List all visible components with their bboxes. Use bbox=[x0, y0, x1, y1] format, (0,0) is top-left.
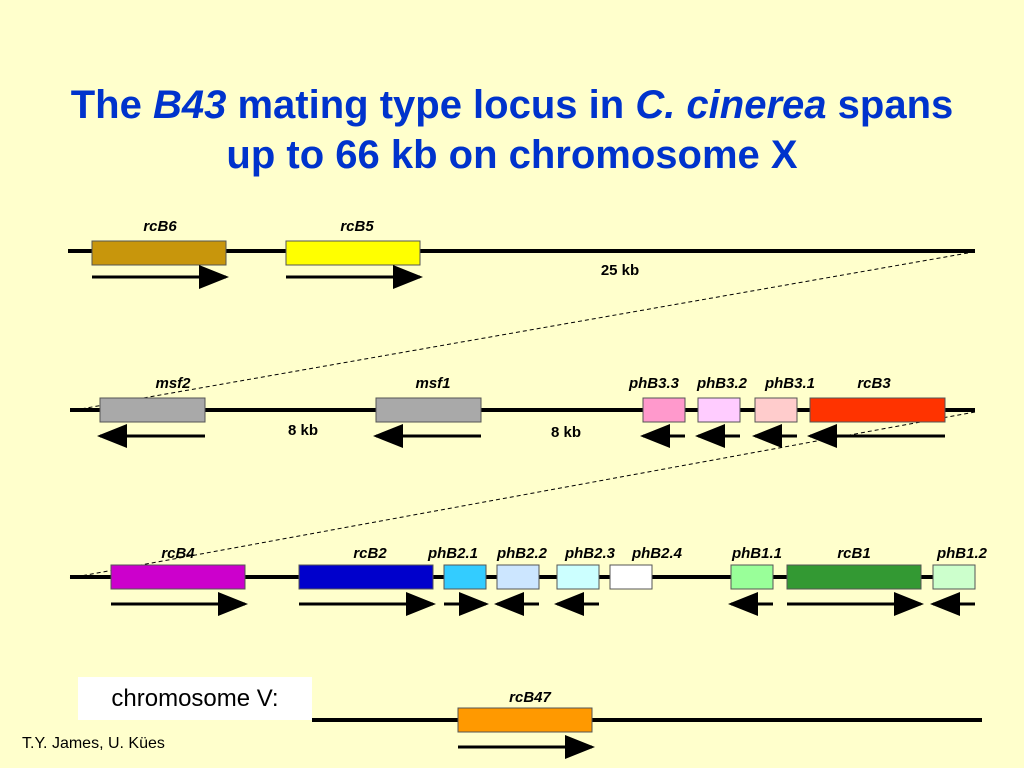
distance-label: 25 kb bbox=[601, 262, 639, 279]
zoom-line bbox=[69, 411, 976, 579]
gene-box bbox=[642, 397, 686, 423]
title-text: C. cinerea bbox=[635, 83, 827, 127]
gene-box bbox=[298, 564, 434, 590]
gene-box bbox=[110, 564, 246, 590]
distance-label: 8 kb bbox=[551, 424, 581, 441]
gene-label: rcB3 bbox=[857, 375, 891, 392]
gene-box bbox=[730, 564, 774, 590]
gene-box bbox=[932, 564, 976, 590]
gene-label: msf2 bbox=[155, 375, 191, 392]
gene-label: rcB5 bbox=[340, 218, 374, 235]
distance-label: 8 kb bbox=[288, 422, 318, 439]
gene-label: msf1 bbox=[415, 375, 450, 392]
gene-label: phB3.2 bbox=[696, 375, 748, 392]
title-text: mating type locus in bbox=[226, 83, 636, 127]
gene-label: phB1.2 bbox=[936, 545, 988, 562]
gene-label: rcB2 bbox=[353, 545, 387, 562]
gene-box bbox=[786, 564, 922, 590]
gene-box bbox=[496, 564, 540, 590]
gene-label: rcB4 bbox=[161, 545, 195, 562]
gene-box bbox=[443, 564, 487, 590]
gene-label: phB3.1 bbox=[764, 375, 815, 392]
title: The B43 mating type locus in C. cinerea … bbox=[0, 80, 1024, 180]
gene-box bbox=[754, 397, 798, 423]
gene-box bbox=[697, 397, 741, 423]
gene-box bbox=[556, 564, 600, 590]
gene-label: phB3.3 bbox=[628, 375, 680, 392]
gene-box bbox=[375, 397, 482, 423]
title-text: spans bbox=[826, 83, 954, 127]
gene-label: phB2.2 bbox=[496, 545, 548, 562]
gene-label: rcB47 bbox=[509, 689, 551, 706]
gene-label: rcB1 bbox=[837, 545, 870, 562]
gene-box bbox=[99, 397, 206, 423]
chromosome-v-label: chromosome V: bbox=[78, 677, 312, 720]
gene-label: phB2.3 bbox=[564, 545, 616, 562]
gene-box bbox=[809, 397, 946, 423]
title-text: B43 bbox=[152, 83, 227, 127]
gene-label: rcB6 bbox=[143, 218, 177, 235]
credit: T.Y. James, U. Kües bbox=[22, 735, 165, 752]
title-text: up to 66 kb on chromosome X bbox=[226, 133, 798, 177]
title-text: The bbox=[70, 83, 153, 127]
gene-label: phB1.1 bbox=[731, 545, 782, 562]
gene-label: phB2.4 bbox=[631, 545, 683, 562]
gene-box bbox=[609, 564, 653, 590]
gene-box bbox=[91, 240, 227, 266]
gene-box bbox=[457, 707, 593, 733]
gene-box bbox=[285, 240, 421, 266]
gene-label: phB2.1 bbox=[427, 545, 478, 562]
